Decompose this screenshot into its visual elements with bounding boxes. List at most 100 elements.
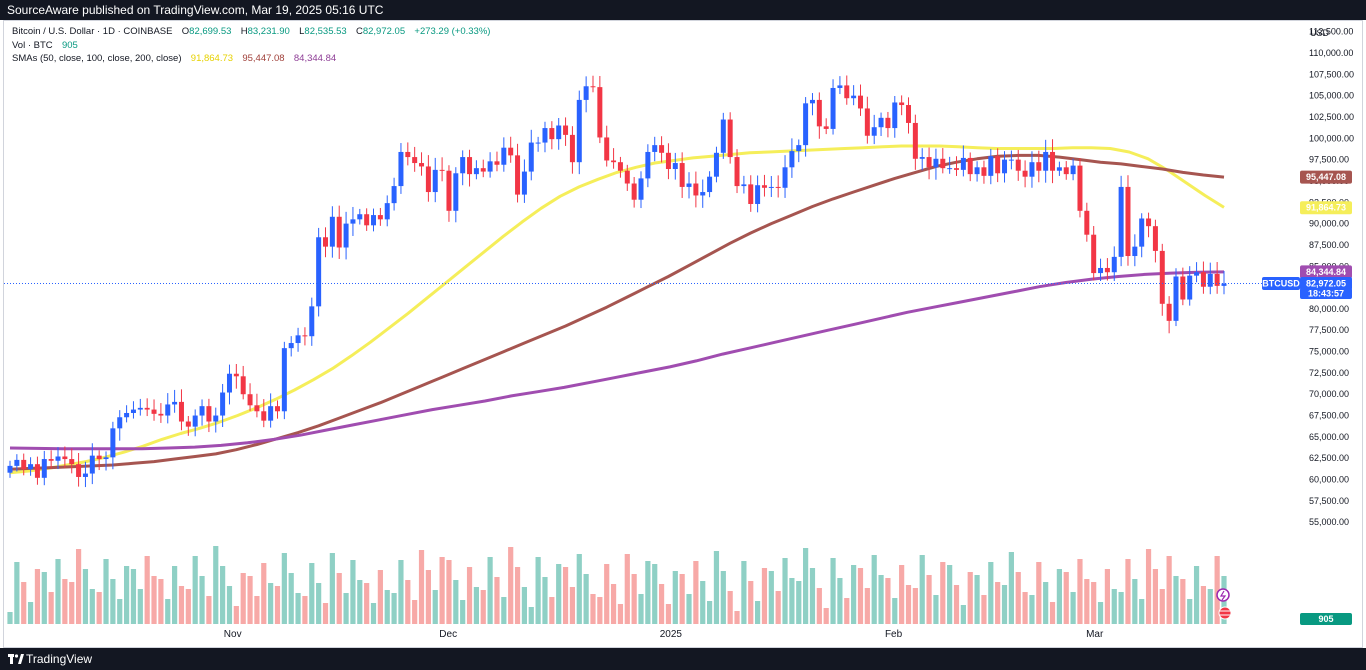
volume-bar bbox=[658, 584, 665, 624]
volume-bar bbox=[1207, 589, 1213, 624]
symbol-title[interactable]: Bitcoin / U.S. Dollar · 1D · COINBASE bbox=[12, 26, 173, 37]
candle-body bbox=[480, 168, 486, 172]
volume-bar bbox=[55, 559, 61, 624]
candle-body bbox=[665, 152, 671, 170]
time-axis-label: Feb bbox=[885, 629, 903, 640]
volume-bar bbox=[837, 578, 843, 624]
volume-bar bbox=[377, 570, 383, 624]
volume-bar bbox=[110, 579, 116, 624]
volume-bar bbox=[130, 569, 137, 624]
sma50-value: 91,864.73 bbox=[190, 53, 234, 64]
candle-body bbox=[473, 168, 479, 175]
price-tick-label: 110,000.00 bbox=[1309, 48, 1353, 58]
volume-bar bbox=[226, 586, 233, 624]
us-flag-icon bbox=[1218, 606, 1232, 620]
volume-bar bbox=[542, 577, 548, 624]
sma50-price-tag: 91,864.73 bbox=[1306, 203, 1346, 213]
candle-body bbox=[1207, 273, 1213, 287]
volume-bar bbox=[789, 578, 795, 624]
volume-bar bbox=[981, 595, 987, 624]
high-label: H bbox=[240, 26, 248, 37]
volume-bar bbox=[446, 560, 452, 624]
volume-bar bbox=[885, 578, 891, 624]
candle-body bbox=[1152, 226, 1158, 251]
volume-bar bbox=[686, 594, 692, 624]
event-lightning-icon bbox=[1216, 588, 1230, 602]
candle-body bbox=[281, 348, 287, 412]
volume-bar bbox=[1139, 599, 1145, 624]
volume-bar bbox=[604, 564, 610, 624]
candle-body bbox=[1180, 276, 1186, 300]
sma100-price-tag-bg bbox=[1300, 170, 1352, 184]
volume-bar bbox=[1049, 602, 1056, 624]
candle-body bbox=[569, 134, 575, 163]
volume-bar bbox=[364, 583, 370, 624]
candle-body bbox=[1008, 159, 1014, 161]
volume-label[interactable]: Vol · BTC bbox=[12, 39, 53, 51]
volume-bar bbox=[514, 567, 521, 624]
volume-bar bbox=[851, 565, 857, 624]
candle-body bbox=[878, 117, 884, 128]
volume-bar bbox=[233, 606, 239, 624]
candle-body bbox=[700, 192, 706, 196]
candle-body bbox=[686, 183, 692, 187]
candle-body bbox=[165, 404, 171, 416]
volume-bar bbox=[905, 585, 912, 624]
symbol-legend-row: Bitcoin / U.S. Dollar · 1D · COINBASE O8… bbox=[12, 25, 490, 39]
candle-body bbox=[377, 215, 383, 220]
volume-bar bbox=[309, 563, 315, 624]
candle-body bbox=[1221, 283, 1227, 286]
volume-bar bbox=[899, 565, 905, 624]
candle-body bbox=[899, 102, 905, 106]
volume-bar bbox=[583, 574, 589, 624]
candle-body bbox=[487, 161, 493, 172]
publisher-bar: SourceAware published on TradingView.com… bbox=[0, 0, 1366, 20]
volume-bar bbox=[1166, 556, 1172, 624]
volume-bar bbox=[926, 575, 932, 624]
candle-body bbox=[240, 376, 246, 395]
volume-bar bbox=[638, 594, 644, 624]
candle-body bbox=[1077, 165, 1083, 211]
candle-body bbox=[713, 152, 719, 177]
volume-bar bbox=[117, 599, 123, 624]
candle-body bbox=[796, 145, 802, 152]
volume-bar bbox=[597, 597, 603, 624]
candle-body bbox=[336, 216, 342, 248]
candle-body bbox=[727, 119, 733, 158]
time-axis-label: Nov bbox=[224, 629, 242, 640]
candle-body bbox=[611, 160, 617, 163]
candle-body bbox=[707, 176, 713, 193]
sma-label[interactable]: SMAs (50, close, 100, close, 200, close) bbox=[12, 53, 182, 64]
volume-bar bbox=[1091, 582, 1097, 624]
candle-body bbox=[371, 215, 377, 226]
candle-body bbox=[14, 459, 20, 466]
open-label: O bbox=[181, 26, 190, 37]
last-price-tag: 82,972.05 bbox=[1306, 279, 1346, 289]
candle-body bbox=[556, 125, 562, 140]
volume-bar bbox=[302, 596, 308, 624]
volume-bar bbox=[995, 582, 1001, 624]
candle-body bbox=[1015, 159, 1021, 171]
volume-bar bbox=[617, 604, 624, 624]
volume-bar bbox=[1214, 556, 1220, 624]
change-value: +273.29 (+0.33%) bbox=[414, 26, 491, 37]
candle-body bbox=[1200, 272, 1206, 287]
price-tick-label: 100,000.00 bbox=[1309, 133, 1354, 143]
candle-body bbox=[782, 167, 788, 188]
volume-bar bbox=[748, 581, 754, 624]
volume-bar bbox=[281, 553, 287, 624]
footer-brand[interactable]: TradingView bbox=[26, 652, 93, 666]
candle-body bbox=[302, 335, 308, 337]
price-chart[interactable]: 55,000.00 57,500.00 60,000.00 62,500.00 65,0… bbox=[0, 20, 1366, 648]
volume-bar bbox=[192, 556, 198, 624]
volume-bar bbox=[953, 585, 960, 624]
volume-bar bbox=[1104, 569, 1111, 624]
volume-bar bbox=[706, 601, 713, 624]
volume-bar bbox=[453, 580, 459, 624]
volume-bar bbox=[27, 602, 34, 624]
candle-body bbox=[1098, 267, 1104, 274]
candle-body bbox=[1139, 218, 1145, 247]
volume-bar bbox=[343, 593, 349, 624]
candle-body bbox=[206, 406, 212, 422]
candle-body bbox=[515, 155, 521, 195]
